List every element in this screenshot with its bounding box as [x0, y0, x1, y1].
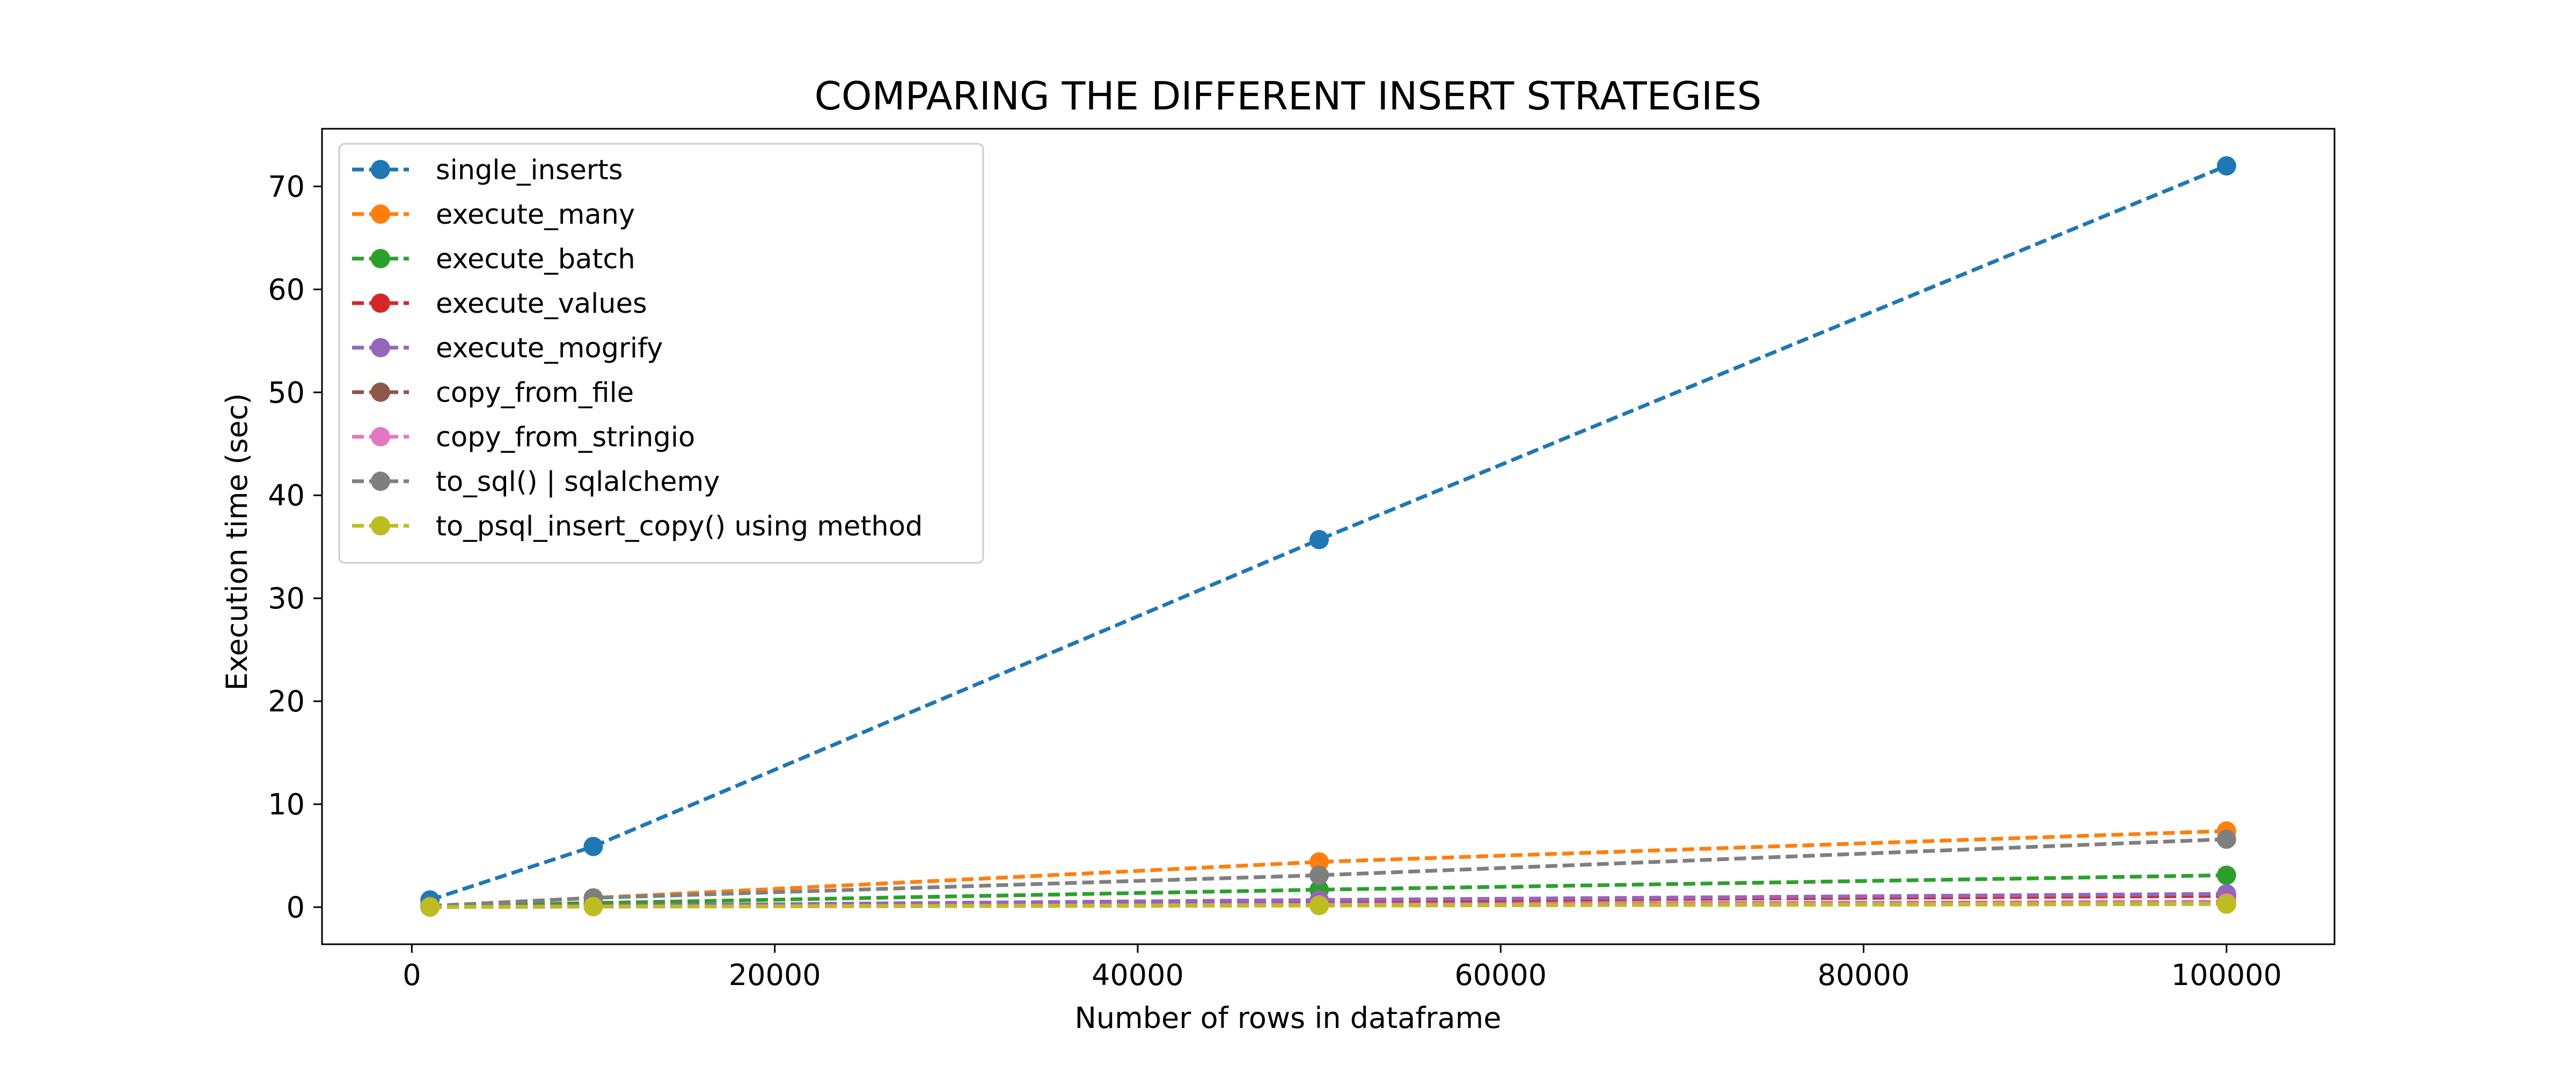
x-tick-label-4: 80000 [1818, 958, 1910, 992]
axes: 0 20000 40000 60000 80000 100000 0 10 20 30 40 50 60… [268, 128, 2336, 992]
y-tick-label-7: 70 [268, 170, 305, 203]
y-tick-label-0: 0 [287, 891, 305, 924]
chart-title: COMPARING THE DIFFERENT INSERT STRATEGIE… [815, 74, 1762, 119]
plot-area [420, 156, 2236, 917]
y-axis-label: Execution time (sec) [220, 393, 254, 691]
legend-label-1: execute_many [436, 199, 635, 231]
legend-label-6: copy_from_stringio [436, 422, 695, 453]
legend-marker-5 [371, 383, 390, 402]
y-tick-label-4: 40 [268, 479, 305, 512]
legend-marker-0 [371, 160, 390, 179]
series-line-7 [430, 837, 2227, 908]
data-point-2-3 [2216, 865, 2236, 885]
data-point-8-0 [420, 897, 440, 917]
x-tick-label-2: 40000 [1092, 958, 1184, 992]
data-point-7-2 [1309, 865, 1329, 885]
y-tick-label-2: 20 [268, 685, 305, 718]
series-line-1 [430, 829, 2227, 908]
data-point-8-2 [1309, 896, 1329, 915]
y-tick-label-6: 60 [268, 273, 305, 306]
x-axis-label: Number of rows in dataframe [1075, 1001, 1502, 1035]
legend-box [338, 143, 984, 564]
legend-label-7: to_sql() | sqlalchemy [436, 466, 720, 498]
legend: single_inserts execute_many execute_batche… [338, 143, 984, 564]
data-point-0-3 [2216, 156, 2236, 176]
legend-label-5: copy_from_file [436, 377, 634, 409]
x-tick-label-3: 60000 [1454, 958, 1547, 992]
data-point-0-2 [1309, 530, 1329, 549]
legend-marker-2 [371, 249, 390, 268]
y-tick-label-5: 50 [268, 376, 305, 409]
data-point-1-2 [1309, 852, 1329, 872]
data-point-7-3 [2216, 829, 2236, 849]
x-tick-label-0: 0 [402, 958, 421, 992]
legend-marker-4 [371, 338, 390, 357]
axes-frame [321, 128, 2336, 945]
series-line-4 [430, 892, 2227, 909]
legend-label-3: execute_values [436, 288, 647, 320]
legend-marker-8 [371, 516, 390, 535]
legend-label-4: execute_mogrify [436, 333, 663, 364]
x-tick-label-5: 100000 [2171, 958, 2282, 992]
legend-marker-6 [371, 427, 390, 446]
y-tick-label-3: 30 [268, 582, 305, 615]
series-line-2 [430, 873, 2227, 909]
x-tick-label-1: 20000 [729, 958, 821, 992]
legend-label-8: to_psql_insert_copy() using method [436, 511, 923, 542]
data-point-8-1 [583, 896, 603, 916]
legend-label-0: single_inserts [436, 155, 623, 186]
data-point-0-1 [583, 836, 603, 856]
data-point-8-3 [2216, 894, 2236, 914]
series-line-8 [430, 902, 2227, 909]
legend-marker-7 [371, 472, 390, 491]
legend-label-2: execute_batch [436, 244, 635, 275]
series-line-0 [429, 164, 2228, 902]
y-tick-label-1: 10 [268, 788, 305, 821]
legend-marker-3 [371, 293, 390, 313]
legend-marker-1 [371, 204, 390, 224]
